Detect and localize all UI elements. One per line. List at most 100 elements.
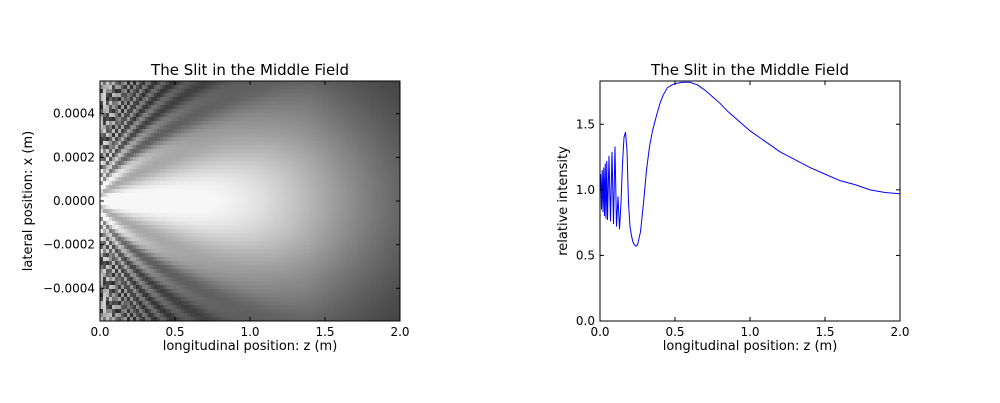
heatmap-cell: [154, 161, 158, 166]
heatmap-cell: [307, 125, 311, 130]
heatmap-cell: [253, 309, 257, 314]
heatmap-cell: [100, 81, 104, 86]
heatmap-cell: [301, 165, 305, 170]
heatmap-cell: [211, 161, 215, 166]
heatmap-cell: [223, 113, 227, 118]
heatmap-cell: [277, 173, 281, 178]
heatmap-cell: [274, 129, 278, 134]
heatmap-cell: [253, 229, 257, 234]
heatmap-cell: [193, 109, 197, 114]
heatmap-cell: [142, 245, 146, 250]
heatmap-cell: [106, 209, 110, 214]
heatmap-cell: [271, 129, 275, 134]
heatmap-cell: [229, 189, 233, 194]
heatmap-cell: [244, 109, 248, 114]
heatmap-cell: [139, 285, 143, 290]
heatmap-cell: [343, 277, 347, 282]
heatmap-cell: [136, 285, 140, 290]
heatmap-cell: [229, 261, 233, 266]
heatmap-cell: [208, 109, 212, 114]
heatmap-cell: [100, 169, 104, 174]
heatmap-cell: [346, 133, 350, 138]
heatmap-cell: [268, 305, 272, 310]
heatmap-cell: [286, 217, 290, 222]
heatmap-cell: [337, 289, 341, 294]
heatmap-cell: [130, 233, 134, 238]
heatmap-cell: [142, 313, 146, 318]
heatmap-cell: [124, 217, 128, 222]
heatmap-cell: [331, 289, 335, 294]
heatmap-cell: [331, 177, 335, 182]
heatmap-cell: [196, 181, 200, 186]
heatmap-cell: [247, 309, 251, 314]
heatmap-cell: [247, 141, 251, 146]
heatmap-cell: [112, 149, 116, 154]
heatmap-cell: [124, 105, 128, 110]
heatmap-cell: [229, 181, 233, 186]
heatmap-cell: [334, 97, 338, 102]
heatmap-cell: [100, 137, 104, 142]
heatmap-cell: [232, 109, 236, 114]
heatmap-cell: [157, 277, 161, 282]
heatmap-cell: [169, 133, 173, 138]
heatmap-cell: [124, 169, 128, 174]
heatmap-cell: [151, 133, 155, 138]
heatmap-cell: [259, 305, 263, 310]
heatmap-cell: [313, 297, 317, 302]
heatmap-cell: [121, 317, 125, 321]
heatmap-cell: [136, 137, 140, 142]
heatmap-cell: [271, 241, 275, 246]
heatmap-cell: [232, 289, 236, 294]
heatmap-cell: [103, 305, 107, 310]
heatmap-cell: [118, 153, 122, 158]
heatmap-cell: [154, 213, 158, 218]
heatmap-cell: [112, 121, 116, 126]
heatmap-cell: [178, 213, 182, 218]
heatmap-cell: [253, 153, 257, 158]
heatmap-cell: [124, 265, 128, 270]
heatmap-cell: [244, 137, 248, 142]
heatmap-cell: [271, 177, 275, 182]
heatmap-cell: [304, 265, 308, 270]
heatmap-cell: [283, 133, 287, 138]
heatmap-cell: [313, 217, 317, 222]
heatmap-cell: [178, 165, 182, 170]
heatmap-cell: [277, 285, 281, 290]
heatmap-cell: [223, 85, 227, 90]
heatmap-cell: [325, 281, 329, 286]
heatmap-cell: [130, 177, 134, 182]
heatmap-cell: [235, 85, 239, 90]
heatmap-cell: [172, 101, 176, 106]
heatmap-cell: [304, 301, 308, 306]
heatmap-cell: [106, 105, 110, 110]
heatmap-cell: [271, 121, 275, 126]
heatmap-cell: [298, 169, 302, 174]
heatmap-cell: [172, 165, 176, 170]
heatmap-cell: [151, 297, 155, 302]
heatmap-cell: [337, 113, 341, 118]
heatmap-cell: [151, 313, 155, 318]
heatmap-cell: [238, 105, 242, 110]
heatmap-cell: [244, 121, 248, 126]
heatmap-cell: [196, 213, 200, 218]
heatmap-cell: [250, 133, 254, 138]
heatmap-cell: [172, 257, 176, 262]
heatmap-cell: [199, 121, 203, 126]
heatmap-cell: [136, 197, 140, 202]
heatmap-cell: [253, 233, 257, 238]
heatmap-cell: [157, 225, 161, 230]
heatmap-cell: [166, 169, 170, 174]
heatmap-cell: [307, 221, 311, 226]
heatmap-cell: [265, 137, 269, 142]
heatmap-cell: [175, 133, 179, 138]
heatmap-cell: [211, 173, 215, 178]
heatmap-cell: [187, 213, 191, 218]
heatmap-cell: [238, 281, 242, 286]
heatmap-cell: [310, 101, 314, 106]
heatmap-cell: [277, 193, 281, 198]
heatmap-cell: [208, 153, 212, 158]
heatmap-cell: [331, 189, 335, 194]
heatmap-cell: [304, 313, 308, 318]
heatmap-cell: [277, 269, 281, 274]
heatmap-cell: [280, 141, 284, 146]
